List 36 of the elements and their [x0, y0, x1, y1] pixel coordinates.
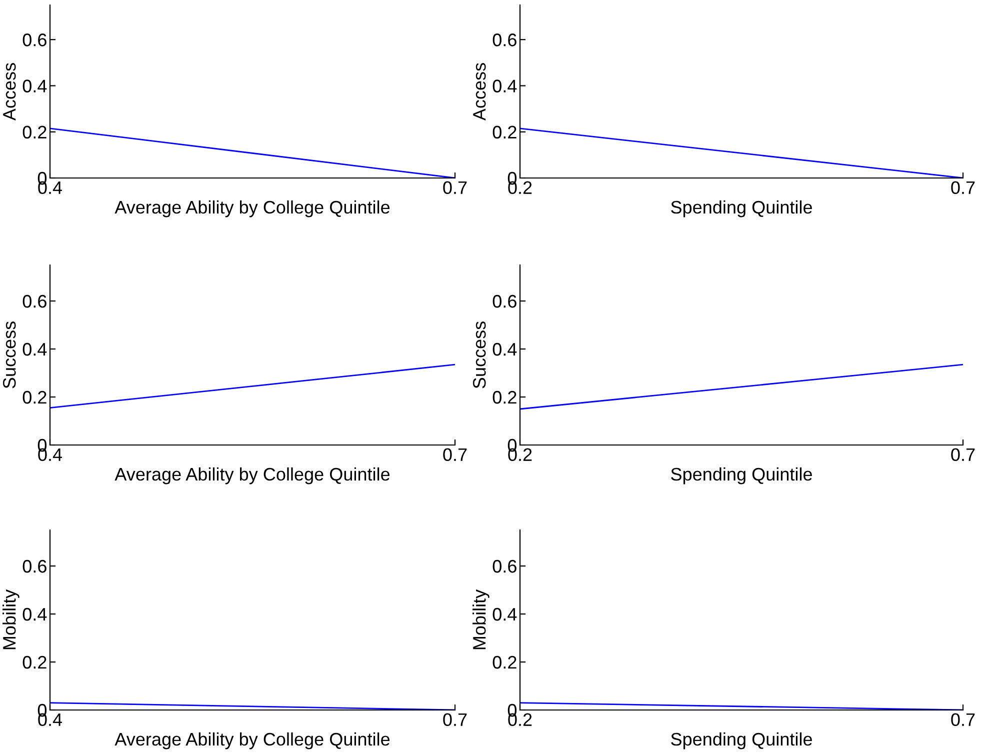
- x-axis-title: Spending Quintile: [671, 200, 812, 218]
- y-tick-label: 0.2: [22, 126, 46, 139]
- y-tick-label: 0.4: [22, 608, 47, 621]
- y-tick-label: 0.2: [492, 126, 516, 139]
- y-tick-label: 0.2: [22, 390, 46, 404]
- y-tick-label: 0.6: [22, 34, 46, 46]
- y-axis-title: Mobility: [472, 589, 490, 650]
- x-tick-label: 0.7: [951, 181, 975, 194]
- y-tick-label: 0.4: [492, 342, 517, 356]
- y-axis-title: Success: [2, 322, 16, 388]
- x-axis-title: Spending Quintile: [671, 732, 812, 750]
- y-tick-label: 0.6: [492, 294, 516, 308]
- y-tick-label: 0.2: [492, 390, 516, 404]
- y-tick-label: 0.6: [492, 34, 516, 46]
- y-tick-label: 0.4: [22, 80, 47, 92]
- y-tick-label: 0.2: [22, 656, 46, 669]
- y-tick-label: 0.6: [492, 560, 516, 573]
- x-axis-title: Spending Quintile: [671, 467, 812, 484]
- y-axis-title: Access: [473, 63, 486, 121]
- x-tick-label: 0.7: [951, 448, 975, 462]
- x-axis-title: Average Ability by College Quintile: [114, 732, 390, 750]
- y-tick-label: 0.2: [492, 656, 516, 669]
- x-tick-label: 0.7: [951, 713, 975, 726]
- x-tick-label: 0.7: [443, 713, 467, 726]
- y-tick-label: 0.4: [492, 608, 517, 621]
- x-axis-title: Average Ability by College Quintile: [114, 200, 390, 218]
- y-tick-label: 0.4: [22, 342, 47, 356]
- x-tick-label: 0.7: [443, 448, 467, 462]
- x-tick-label: 0.7: [443, 181, 467, 194]
- y-axis-title: Success: [472, 322, 486, 388]
- y-tick-label: 0.4: [492, 80, 517, 92]
- y-axis-title: Mobility: [2, 589, 20, 650]
- y-axis-title: Access: [3, 63, 16, 121]
- x-axis-title: Average Ability by College Quintile: [114, 467, 390, 484]
- y-tick-label: 0.6: [22, 560, 46, 573]
- y-tick-label: 0.6: [22, 294, 46, 308]
